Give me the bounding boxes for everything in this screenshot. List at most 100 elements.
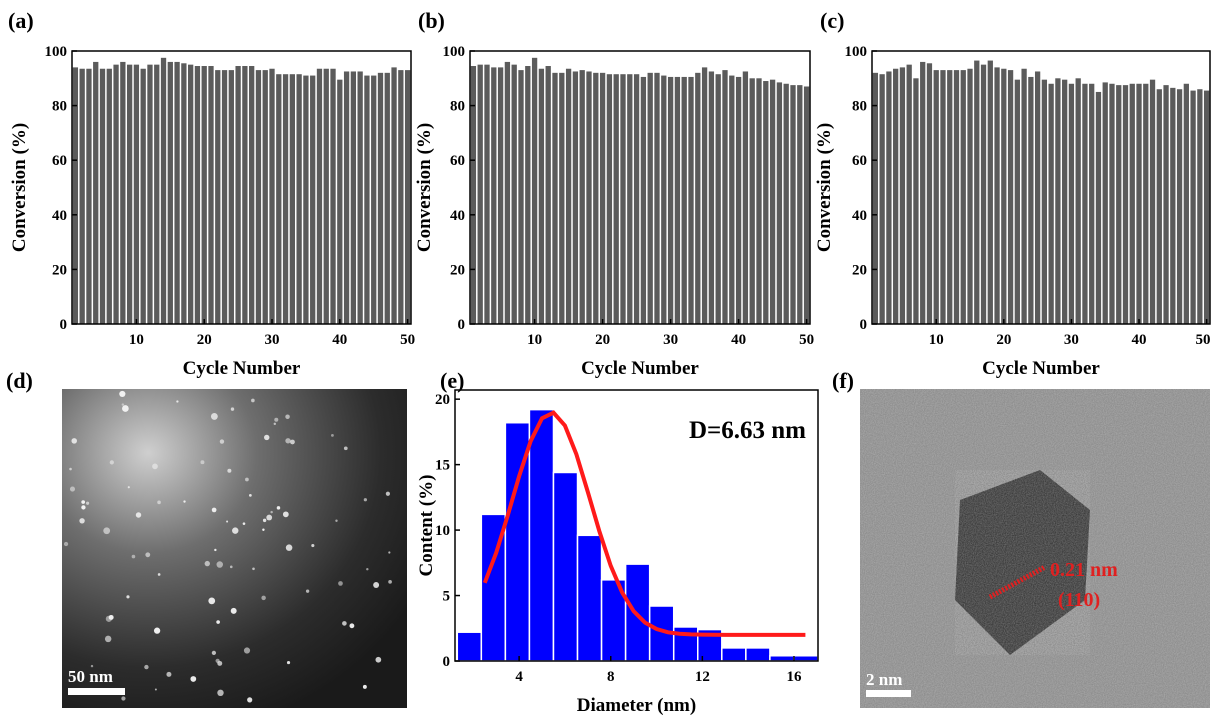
y-axis-title: Conversion (%) xyxy=(414,123,435,252)
bar xyxy=(647,72,653,324)
bar xyxy=(86,68,92,325)
y-axis-title: Conversion (%) xyxy=(9,123,30,252)
x-tick-label: 30 xyxy=(663,332,678,348)
panel-label: (f) xyxy=(832,368,854,393)
bar xyxy=(484,64,490,325)
bar xyxy=(262,70,268,324)
lattice-spacing: 0.21 nm xyxy=(1050,559,1118,581)
x-tick-label: 8 xyxy=(607,669,615,685)
x-tick-label: 20 xyxy=(595,332,610,348)
bar xyxy=(1055,78,1061,324)
bar xyxy=(1116,85,1122,324)
bar xyxy=(531,57,538,324)
y-tick-label: 20 xyxy=(852,262,867,278)
y-tick-label: 40 xyxy=(52,208,67,224)
bar xyxy=(987,60,993,325)
x-tick-label: 40 xyxy=(731,332,746,348)
annotation: D=6.63 nm xyxy=(689,417,806,444)
bar xyxy=(715,74,721,324)
histogram-bar xyxy=(576,534,603,662)
bar xyxy=(729,75,735,324)
y-tick-label: 15 xyxy=(435,458,450,474)
panel-label: (a) xyxy=(8,8,34,33)
bar xyxy=(1082,83,1088,324)
bar xyxy=(790,85,796,324)
bar xyxy=(282,74,289,324)
bar xyxy=(133,64,140,325)
y-tick-label: 60 xyxy=(52,153,67,169)
scale-bar-label: 50 nm xyxy=(68,667,113,686)
bar xyxy=(940,70,946,324)
bar xyxy=(323,68,329,325)
bar xyxy=(201,66,207,324)
bar xyxy=(174,61,180,325)
bar xyxy=(350,71,357,324)
bar xyxy=(1156,89,1162,324)
bar xyxy=(497,67,504,324)
y-axis-title: Content (%) xyxy=(416,475,437,577)
bar xyxy=(1176,89,1183,324)
bar xyxy=(310,75,316,324)
panel-label: (d) xyxy=(6,368,33,393)
bar xyxy=(872,72,879,324)
x-tick-label: 50 xyxy=(799,332,814,348)
y-tick-label: 20 xyxy=(435,392,450,408)
bar xyxy=(1068,83,1075,324)
x-tick-label: 40 xyxy=(1132,332,1147,348)
bar xyxy=(1007,70,1014,324)
x-axis-title: Cycle Number xyxy=(982,358,1100,379)
bar xyxy=(749,78,755,324)
bar xyxy=(722,70,728,324)
bar xyxy=(377,72,384,324)
x-tick-label: 20 xyxy=(197,332,212,348)
bar xyxy=(960,70,966,324)
bar xyxy=(330,68,336,325)
bar xyxy=(221,70,228,324)
bar xyxy=(633,74,640,324)
histogram-bar xyxy=(552,471,579,662)
y-tick-label: 60 xyxy=(450,153,465,169)
bar xyxy=(1143,83,1149,324)
bar xyxy=(384,72,390,324)
bar xyxy=(1183,83,1189,324)
bar xyxy=(364,75,370,324)
bar xyxy=(106,68,112,325)
bar xyxy=(120,61,126,325)
bar xyxy=(1021,68,1027,325)
bar xyxy=(579,70,585,324)
y-axis-title: Conversion (%) xyxy=(814,123,835,252)
bar xyxy=(404,70,411,324)
bar xyxy=(337,79,343,324)
histogram-bar xyxy=(528,408,555,662)
plot-frame xyxy=(871,50,1211,325)
bar xyxy=(688,76,694,324)
y-tick-label: 0 xyxy=(443,654,451,670)
bar xyxy=(79,68,85,325)
x-tick-label: 10 xyxy=(929,332,944,348)
bar xyxy=(518,70,524,324)
bar xyxy=(599,72,606,324)
bar xyxy=(140,68,146,325)
y-tick-label: 0 xyxy=(860,317,868,333)
bar xyxy=(776,82,783,325)
bar xyxy=(886,71,892,324)
bar xyxy=(974,60,980,325)
bar xyxy=(391,67,397,324)
bar xyxy=(1095,91,1102,324)
bar xyxy=(593,72,599,324)
y-tick-label: 80 xyxy=(852,99,867,115)
bar xyxy=(763,81,769,324)
bar xyxy=(276,74,282,324)
y-tick-label: 10 xyxy=(435,523,450,539)
x-tick-label: 16 xyxy=(786,669,802,685)
x-axis-title: Cycle Number xyxy=(183,358,301,379)
bar xyxy=(235,66,241,324)
bar xyxy=(994,67,1000,324)
bar xyxy=(1102,82,1108,325)
bar xyxy=(627,74,633,324)
bar xyxy=(228,70,234,324)
bar xyxy=(1203,90,1210,325)
bar xyxy=(398,70,404,324)
bar xyxy=(654,72,660,324)
bar xyxy=(215,70,221,324)
